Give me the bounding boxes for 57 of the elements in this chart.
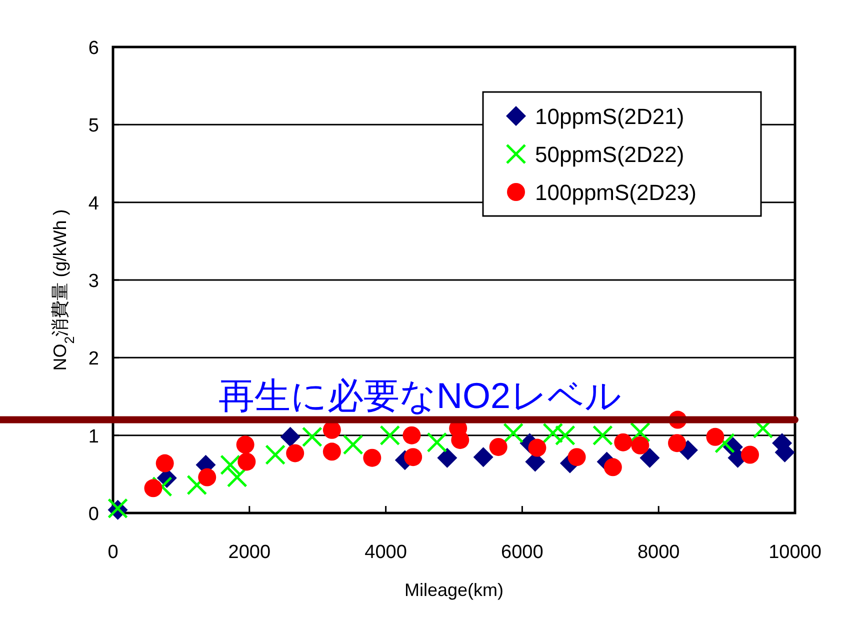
x-tick-label: 2000 xyxy=(228,542,271,563)
point xyxy=(489,438,508,456)
point xyxy=(404,448,422,466)
point xyxy=(631,436,650,454)
x-tick-label: 6000 xyxy=(501,542,544,563)
point xyxy=(265,444,286,465)
legend-label: 10ppmS(2D21) xyxy=(535,104,684,129)
point xyxy=(554,425,576,446)
x-tick-label: 4000 xyxy=(364,542,407,563)
point xyxy=(220,454,241,476)
point xyxy=(714,432,736,454)
point xyxy=(568,448,586,466)
point xyxy=(640,448,660,468)
point xyxy=(437,448,458,468)
point xyxy=(630,422,650,442)
x-axis-title: Mileage(km) xyxy=(404,580,504,600)
x-tick-label: 10000 xyxy=(768,542,822,563)
legend-label: 100ppmS(2D23) xyxy=(535,180,696,205)
y-tick-label: 3 xyxy=(88,271,99,292)
point xyxy=(668,434,686,452)
y-tick-label: 0 xyxy=(88,504,99,525)
point xyxy=(226,467,248,488)
x-tick-label: 8000 xyxy=(637,542,680,563)
point xyxy=(706,428,724,446)
point xyxy=(426,432,448,453)
y-tick-label: 6 xyxy=(88,38,99,59)
y-tick-label: 2 xyxy=(88,348,99,370)
point xyxy=(238,452,256,471)
point xyxy=(156,454,174,472)
y-tick-label: 1 xyxy=(88,426,99,448)
point xyxy=(402,426,421,444)
point xyxy=(473,447,494,468)
point xyxy=(503,422,524,444)
point xyxy=(740,446,759,464)
point xyxy=(286,444,304,462)
point xyxy=(528,438,546,457)
point xyxy=(363,448,382,467)
point xyxy=(280,426,300,447)
point xyxy=(152,476,172,497)
point xyxy=(380,425,400,446)
point xyxy=(451,430,470,449)
legend-label: 50ppmS(2D22) xyxy=(535,142,684,167)
point xyxy=(302,426,322,448)
point xyxy=(542,422,564,444)
point xyxy=(144,479,162,498)
point xyxy=(614,433,632,452)
y-tick-label: 4 xyxy=(88,193,100,214)
x-tick-label: 0 xyxy=(108,542,118,563)
point xyxy=(198,468,216,486)
point xyxy=(604,458,622,476)
point xyxy=(186,474,208,496)
point xyxy=(592,425,613,446)
point xyxy=(342,434,364,455)
y-tick-label: 5 xyxy=(88,116,99,137)
point xyxy=(236,436,254,454)
ref-line-label: 再生に必要なNO2レベル xyxy=(218,374,622,416)
point xyxy=(322,442,341,461)
